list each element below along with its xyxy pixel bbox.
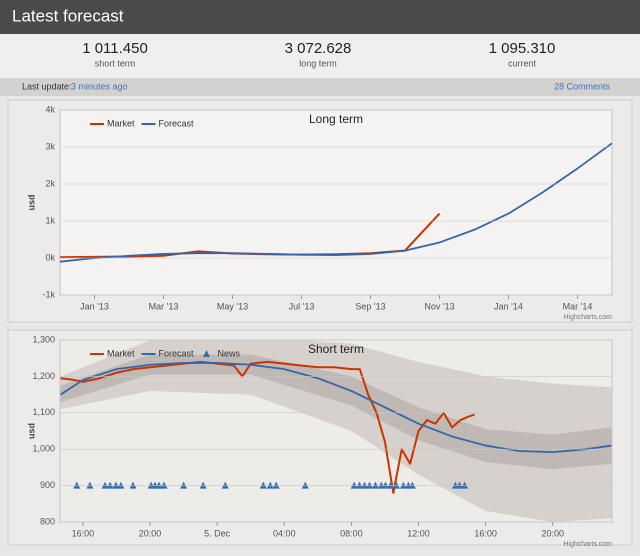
news-marker <box>266 481 274 489</box>
y-tick-label: 1,000 <box>32 444 55 454</box>
stat-value: 3 072.628 <box>285 40 352 57</box>
news-marker <box>355 481 363 489</box>
x-tick-label: Jan '14 <box>494 301 523 311</box>
y-axis-title: usd <box>26 423 36 439</box>
x-tick-label: 5. Dec <box>204 528 231 538</box>
y-tick-label: 0k <box>45 252 55 262</box>
stat-label: short term <box>95 58 136 68</box>
news-marker <box>399 481 407 489</box>
news-marker <box>180 481 188 489</box>
y-tick-label: 800 <box>40 516 55 526</box>
x-tick-label: Jul '13 <box>289 301 315 311</box>
news-marker <box>106 481 114 489</box>
y-tick-label: 900 <box>40 480 55 490</box>
news-marker <box>392 481 400 489</box>
x-tick-label: Mar '14 <box>563 301 593 311</box>
news-marker <box>381 481 389 489</box>
x-tick-label: 12:00 <box>407 528 430 538</box>
y-tick-label: 4k <box>45 104 55 114</box>
news-marker <box>461 481 469 489</box>
stat-label: current <box>508 58 537 68</box>
plot-layer <box>60 340 612 522</box>
news-marker <box>117 481 125 489</box>
news-marker <box>301 481 309 489</box>
x-tick-label: Nov '13 <box>424 301 454 311</box>
news-marker <box>456 481 464 489</box>
plot-area <box>59 109 613 296</box>
y-tick-label: 1,200 <box>32 371 55 381</box>
plot-layer <box>60 142 612 263</box>
news-marker <box>129 481 137 489</box>
news-marker <box>361 481 369 489</box>
chart-title: Long term <box>309 112 363 126</box>
comments-link[interactable]: 28 Comments <box>554 81 611 91</box>
news-marker <box>371 481 379 489</box>
update-label: Last update: <box>22 81 72 91</box>
news-marker <box>155 481 163 489</box>
header-bar <box>0 0 640 34</box>
stats-bar <box>0 34 640 78</box>
update-link[interactable]: 3 minutes ago <box>71 81 128 91</box>
news-marker <box>350 481 358 489</box>
series-line <box>60 142 612 263</box>
news-marker <box>112 481 120 489</box>
x-tick-label: 20:00 <box>541 528 564 538</box>
series-line <box>60 362 612 454</box>
legend-label: News <box>218 348 241 358</box>
y-tick-label: 2k <box>45 178 55 188</box>
news-marker <box>408 481 416 489</box>
y-tick-label: -1k <box>42 289 55 299</box>
news-marker <box>387 481 395 489</box>
stat-value: 1 095.310 <box>489 40 556 57</box>
legend-symbol <box>203 350 211 357</box>
news-marker <box>101 481 109 489</box>
y-tick-label: 1k <box>45 215 55 225</box>
legend-label: Forecast <box>159 118 195 128</box>
news-marker <box>259 481 267 489</box>
y-tick-label: 3k <box>45 141 55 151</box>
news-marker <box>86 481 94 489</box>
news-marker <box>221 481 229 489</box>
x-tick-label: 08:00 <box>340 528 363 538</box>
header-title: Latest forecast <box>12 6 124 25</box>
credits: Highcharts.com <box>563 314 612 321</box>
x-tick-label: 20:00 <box>139 528 162 538</box>
legend-label: Market <box>107 118 135 128</box>
x-tick-label: 16:00 <box>474 528 497 538</box>
x-tick-label: 04:00 <box>273 528 296 538</box>
x-tick-label: Jan '13 <box>80 301 109 311</box>
news-marker <box>73 481 81 489</box>
credits: Highcharts.com <box>563 541 612 548</box>
series-line <box>60 360 475 494</box>
legend-label: Market <box>107 348 135 358</box>
confidence-band <box>60 354 612 470</box>
y-tick-label: 1,100 <box>32 407 55 417</box>
update-bar <box>0 78 640 96</box>
confidence-band <box>60 340 612 522</box>
x-tick-label: Sep '13 <box>355 301 385 311</box>
legend-label: Forecast <box>159 348 195 358</box>
stat-label: long term <box>299 58 337 68</box>
y-axis-title: usd <box>26 194 36 210</box>
news-marker <box>366 481 374 489</box>
x-tick-label: Mar '13 <box>149 301 179 311</box>
chart-title: Short term <box>308 342 364 356</box>
news-marker <box>160 481 168 489</box>
x-tick-label: 16:00 <box>72 528 95 538</box>
news-marker <box>272 481 280 489</box>
x-tick-label: May '13 <box>217 301 248 311</box>
stat-value: 1 011.450 <box>82 40 148 57</box>
y-tick-label: 1,300 <box>32 334 55 344</box>
news-marker <box>199 481 207 489</box>
